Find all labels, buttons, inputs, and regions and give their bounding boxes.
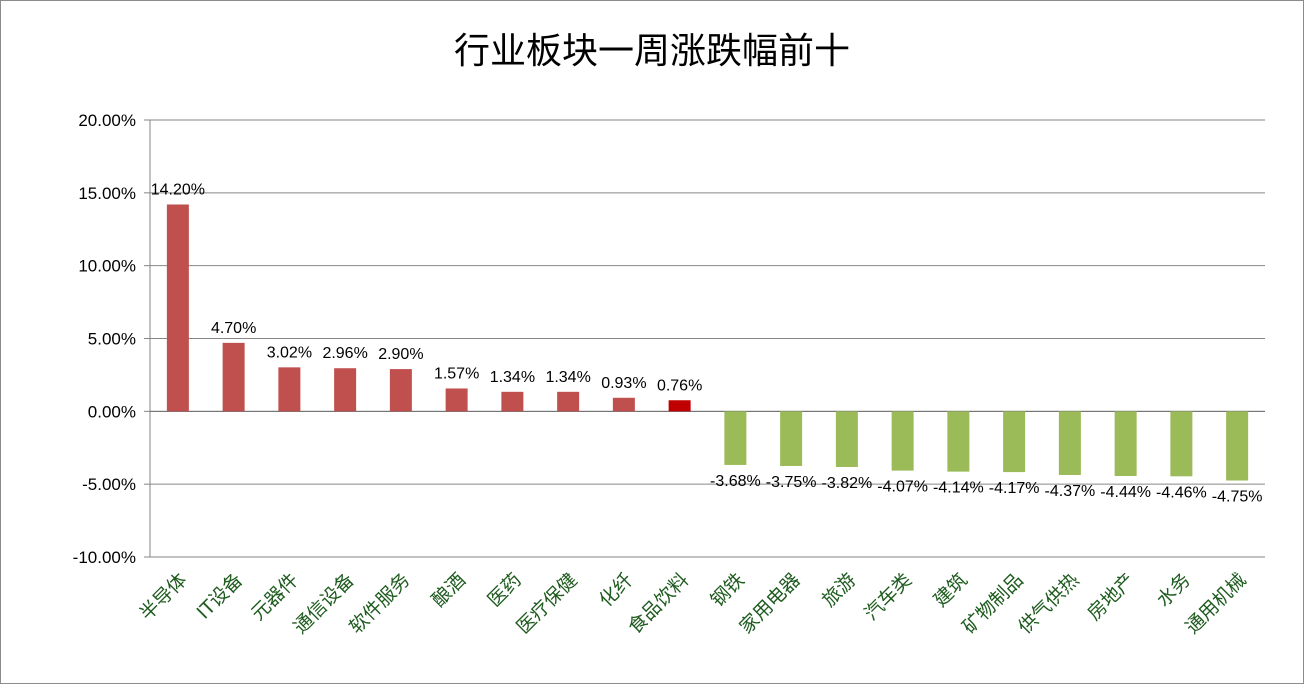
bar (947, 411, 970, 472)
data-label: -4.07% (877, 479, 928, 496)
y-tick-label: 5.00% (88, 330, 136, 349)
x-tick-label: 医药 (483, 569, 525, 611)
data-label: -4.14% (933, 480, 984, 497)
bar (780, 411, 803, 466)
y-tick-label: 10.00% (78, 257, 136, 276)
y-tick-label: -10.00% (73, 548, 136, 567)
y-tick-label: 20.00% (78, 111, 136, 130)
data-label: 14.20% (151, 181, 205, 198)
data-label: -4.44% (1100, 484, 1151, 501)
data-label: -3.75% (766, 474, 817, 491)
data-label: -4.75% (1212, 489, 1263, 506)
x-tick-label: 钢铁 (706, 569, 748, 611)
y-tick-label: -5.00% (82, 475, 136, 494)
data-label: -3.82% (822, 475, 873, 492)
x-tick-label: 旅游 (818, 569, 860, 611)
data-label: 3.02% (267, 344, 312, 361)
data-label: 0.93% (601, 375, 646, 392)
bar (1003, 411, 1026, 473)
data-label: 1.34% (545, 369, 590, 386)
bar (445, 388, 468, 412)
bar (724, 411, 747, 465)
x-tick-label: 水务 (1152, 569, 1194, 611)
x-tick-label: 汽车类 (860, 569, 916, 625)
x-tick-label: 半导体 (136, 569, 192, 625)
bar (1058, 411, 1081, 475)
bar (222, 342, 245, 412)
data-label: 4.70% (211, 320, 256, 337)
x-tick-label: IT设备 (193, 569, 248, 624)
x-tick-label: 建筑 (929, 569, 971, 611)
data-label: 1.57% (434, 365, 479, 382)
bar (557, 391, 580, 412)
bar (334, 368, 357, 412)
bar (1114, 411, 1137, 477)
data-label: -4.17% (989, 480, 1040, 497)
bar (891, 411, 914, 471)
x-tick-label: 医疗保健 (512, 569, 581, 638)
bar (1170, 411, 1193, 477)
x-tick-label: 供气供热 (1014, 569, 1083, 638)
x-tick-label: 通信设备 (289, 569, 358, 638)
data-label: -4.46% (1156, 484, 1207, 501)
bar (501, 391, 524, 412)
x-tick-label: 通用机械 (1181, 569, 1250, 638)
data-label: 2.90% (378, 346, 423, 363)
bar (166, 204, 189, 412)
y-tick-label: 15.00% (78, 184, 136, 203)
data-label: 2.96% (322, 345, 367, 362)
x-tick-label: 酿酒 (428, 569, 470, 611)
data-label: -3.68% (710, 473, 761, 490)
data-label: 0.76% (657, 377, 702, 394)
bar (1226, 411, 1249, 481)
data-label: -4.37% (1045, 483, 1096, 500)
x-tick-label: 家用电器 (735, 569, 804, 638)
bar (835, 411, 858, 467)
bar (668, 400, 691, 412)
x-tick-label: 食品饮料 (624, 569, 693, 638)
x-tick-label: 软件服务 (345, 569, 414, 638)
data-label: 1.34% (490, 369, 535, 386)
x-tick-label: 矿物制品 (958, 569, 1027, 638)
bar (389, 369, 412, 412)
x-tick-label: 房地产 (1083, 569, 1139, 625)
x-tick-label: 化纤 (595, 569, 637, 611)
bar (612, 397, 635, 412)
chart-title: 行业板块一周涨跌幅前十 (453, 31, 850, 72)
y-tick-label: 0.00% (88, 402, 136, 421)
bar (278, 367, 301, 412)
